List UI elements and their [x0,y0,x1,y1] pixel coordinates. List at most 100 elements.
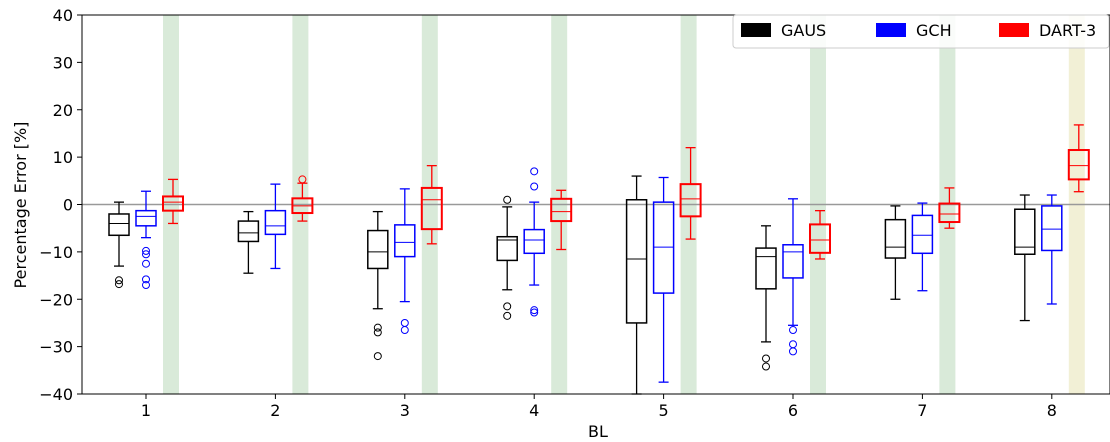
box-gch-bl7 [911,202,934,292]
outlier-point [503,311,512,320]
box-dart-3-bl8 [1067,124,1090,193]
x-tick-label: 4 [529,401,539,420]
box-iqr [884,218,907,259]
box-gaus-bl1 [108,201,130,289]
box-iqr [1041,205,1063,252]
series-gaus [108,175,1036,395]
outlier-point [789,347,797,356]
outlier-point [789,326,797,335]
outlier-point [503,195,512,204]
y-tick-label: 30 [53,53,73,72]
outlier-point [142,259,150,268]
box-iqr [108,213,130,237]
box-gch-bl6 [782,198,804,356]
legend-label-dart-3: DART-3 [1039,21,1096,40]
box-iqr [394,224,416,258]
box-dart-3-bl5 [679,146,702,240]
outlier-point [400,318,409,327]
x-tick-label: 5 [659,401,669,420]
outlier-point [530,306,539,315]
box-dart-3-bl7 [938,187,961,229]
outlier-point [530,308,539,317]
outlier-point [298,175,307,184]
legend-label-gaus: GAUS [781,21,826,40]
x-tick-label: 1 [141,401,151,420]
box-iqr [237,220,260,243]
box-dart-3-bl3 [420,165,443,245]
y-tick-label: 20 [53,101,73,120]
series-gch [135,167,1063,383]
outlier-point [142,250,150,259]
box-dart-3-bl2 [291,175,314,222]
box-dart-3-bl4 [550,189,573,251]
outlier-point [142,275,150,284]
box-gaus-bl6 [755,225,777,371]
box-gaus-bl3 [367,210,389,361]
box-iqr [162,195,184,212]
box-iqr [367,229,389,270]
box-gch-bl1 [135,190,157,290]
box-gch-bl4 [523,167,545,317]
outlier-point [142,246,150,255]
box-iqr [755,247,777,290]
x-tick-label: 7 [917,401,927,420]
box-iqr [679,183,702,218]
outlier-point [142,281,150,290]
x-tick-label: 8 [1047,401,1057,420]
outlier-point [762,362,770,371]
x-tick-label: 6 [788,401,798,420]
outlier-point [373,352,382,361]
box-iqr [809,223,831,254]
box-gch-bl2 [264,183,287,270]
legend: GAUS GCH DART-3 [732,14,1110,49]
outlier-point [115,276,123,285]
box-iqr [550,197,573,223]
box-gaus-bl8 [1014,194,1036,322]
x-axis-label: BL [588,422,608,441]
outlier-point [400,326,409,335]
box-iqr [135,209,157,227]
box-iqr [264,209,287,236]
outlier-point [789,340,797,349]
x-axis: 1 2 3 4 5 6 7 8 [141,394,1057,420]
box-gaus-bl7 [884,205,907,300]
x-tick-label: 3 [400,401,410,420]
outlier-point [762,354,770,363]
box-gch-bl3 [394,188,416,335]
legend-swatch-gaus [741,23,771,37]
box-dart-3-bl6 [809,210,831,260]
box-gaus-bl4 [496,195,518,320]
y-tick-label: −10 [39,243,73,262]
outlier-point [115,280,123,289]
y-tick-label: 40 [53,6,73,25]
box-iqr [1014,208,1036,255]
y-tick-label: 0 [63,196,73,215]
box-iqr [782,244,804,279]
box-gaus-bl5 [625,175,648,395]
series-dart-3 [162,124,1090,260]
x-tick-label: 2 [270,401,280,420]
box-gaus-bl2 [237,210,260,274]
legend-swatch-dart-3 [999,23,1029,37]
box-iqr [911,214,934,255]
outlier-point [530,182,539,191]
y-tick-label: 10 [53,148,73,167]
box-iqr [420,186,443,231]
box-iqr [938,202,961,224]
y-tick-label: −20 [39,290,73,309]
box-dart-3-bl1 [162,178,184,225]
box-gch-bl5 [652,176,675,383]
y-axis-label: Percentage Error [%] [11,122,30,289]
box-iqr [523,228,545,255]
box-gch-bl8 [1041,194,1063,305]
legend-label-gch: GCH [916,21,952,40]
box-iqr [625,199,648,324]
box-series [108,124,1090,395]
outlier-point [373,328,382,337]
y-axis: −40 −30 −20 −10 0 10 20 30 40 [39,6,82,404]
y-tick-label: −30 [39,338,73,357]
outlier-point [373,323,382,332]
box-iqr [496,235,518,262]
outlier-point [503,302,512,311]
